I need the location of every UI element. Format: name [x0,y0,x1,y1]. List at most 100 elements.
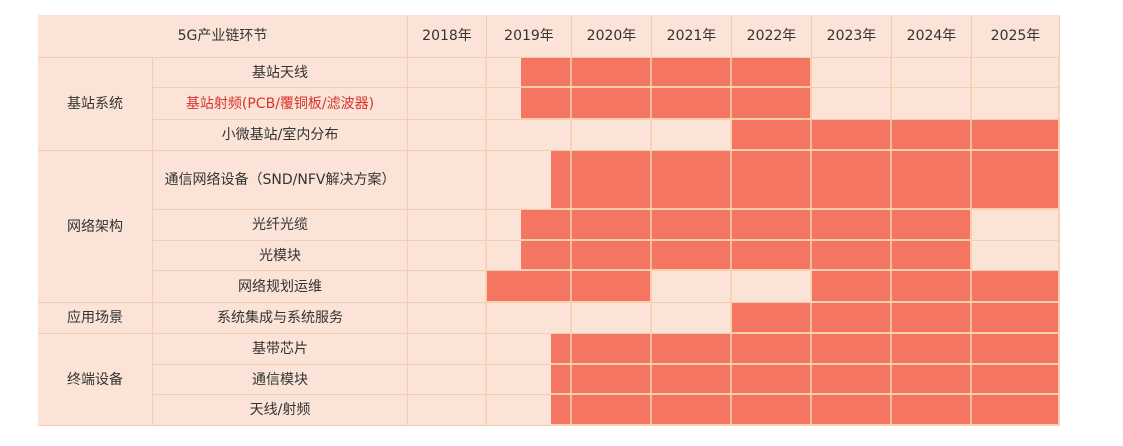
active-period-bar [550,365,1060,395]
grid-line [485,120,487,151]
grid-line [970,334,972,365]
grid-line [970,365,972,395]
row-label red: 基站射频(PCB/覆铜板/滤波器) [153,88,408,120]
grid-line [485,58,487,88]
active-period-bar [732,120,1060,151]
grid-line [1058,303,1060,334]
active-period-bar [812,271,1060,303]
grid-line [810,88,812,120]
active-period-bar [550,151,1060,210]
group-label: 基站系统 [38,58,153,151]
year-header: 2023年 [812,15,892,58]
row-label: 网络规划运维 [153,271,408,303]
year-cell [652,271,732,303]
grid-line [570,120,572,151]
grid-line [970,241,972,271]
grid-line [730,334,732,365]
year-cell [408,271,487,303]
year-cell [408,334,487,365]
grid-line [485,241,487,271]
year-cell [972,210,1060,241]
year-header: 2022年 [732,15,812,58]
row-label: 光模块 [153,241,408,271]
grid-line [1058,210,1060,241]
grid-line [650,210,652,241]
year-cell [972,241,1060,271]
active-period-bar [521,241,972,271]
grid-line [810,271,812,303]
grid-line [810,334,812,365]
grid-line [570,151,572,210]
active-period-bar [550,334,1060,365]
year-cell [812,88,892,120]
grid-line [1058,88,1060,120]
grid-line [970,303,972,334]
active-period-bar [521,88,812,120]
grid-line [570,58,572,88]
grid-line [970,88,972,120]
grid-line [650,271,652,303]
year-cell [732,271,812,303]
group-label: 网络架构 [38,151,153,303]
grid-line [485,151,487,210]
grid-line [650,120,652,151]
grid-line [890,120,892,151]
grid-line [810,120,812,151]
grid-line [890,334,892,365]
group-label: 终端设备 [38,334,153,426]
grid-line [730,120,732,151]
year-cell [972,58,1060,88]
year-cell [408,210,487,241]
grid-line [730,365,732,395]
grid-line [650,334,652,365]
grid-line [570,303,572,334]
grid-line [730,241,732,271]
grid-line [650,151,652,210]
grid-line [890,303,892,334]
year-cell [892,58,972,88]
year-cell [408,151,487,210]
year-cell [972,88,1060,120]
active-period-bar [521,58,812,88]
grid-line [810,241,812,271]
grid-line [970,151,972,210]
grid-line [970,58,972,88]
grid-line [650,241,652,271]
grid-line [1058,365,1060,395]
year-cell [487,303,572,334]
year-cell [408,88,487,120]
grid-line [890,151,892,210]
grid-line [570,395,572,426]
row-label: 天线/射频 [153,395,408,426]
active-period-bar [487,271,652,303]
grid-line [730,210,732,241]
grid-line [970,271,972,303]
grid-line [730,395,732,426]
year-cell [487,120,572,151]
industry-chain-timeline-table: 5G产业链环节 2018年 2019年 2020年 2021年 2022年 2023年 202… [38,15,1060,426]
grid-line [1058,334,1060,365]
grid-line [650,303,652,334]
grid-line [650,58,652,88]
active-period-bar [732,303,1060,334]
row-label: 通信网络设备（SND/NFV解决方案） [153,151,408,210]
grid-line [810,395,812,426]
grid-line [1058,271,1060,303]
grid-line [810,210,812,241]
group-label: 应用场景 [38,303,153,334]
row-label: 基带芯片 [153,334,408,365]
grid-line [890,88,892,120]
grid-line [890,271,892,303]
grid-line [890,365,892,395]
grid-line [485,365,487,395]
grid-line [970,395,972,426]
year-cell [652,120,732,151]
year-cell [408,303,487,334]
year-header: 2020年 [572,15,652,58]
grid-line [485,210,487,241]
year-header: 2024年 [892,15,972,58]
year-cell [652,303,732,334]
year-header: 2025年 [972,15,1060,58]
year-header: 2018年 [408,15,487,58]
grid-line [1058,151,1060,210]
